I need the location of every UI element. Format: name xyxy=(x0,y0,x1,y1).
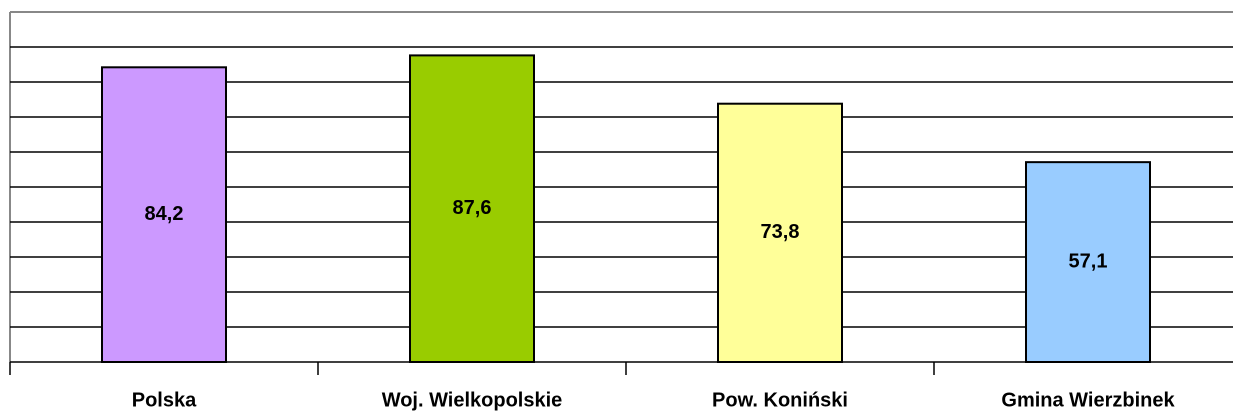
bar xyxy=(1025,161,1151,363)
bar xyxy=(717,102,843,363)
bar xyxy=(101,66,227,364)
x-tick-label: Woj. Wielkopolskie xyxy=(382,389,563,411)
value-label: 84,2 xyxy=(145,203,184,225)
value-label: 73,8 xyxy=(761,221,800,243)
x-tick-label: Pow. Koniński xyxy=(712,389,848,411)
value-label: 87,6 xyxy=(453,197,492,219)
x-tick-label: Polska xyxy=(132,389,197,411)
x-tick-label: Gmina Wierzbinek xyxy=(1001,389,1175,411)
value-label: 57,1 xyxy=(1069,250,1108,272)
bar xyxy=(409,54,535,364)
